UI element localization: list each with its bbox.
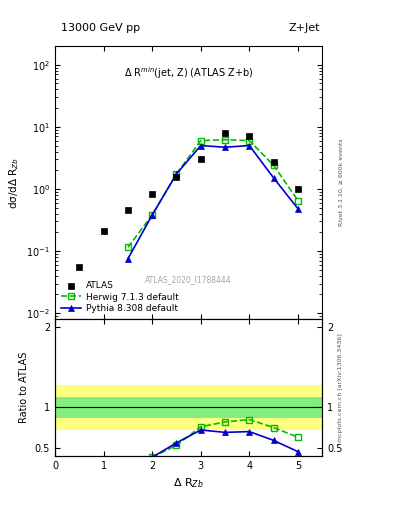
ATLAS: [76, 263, 83, 271]
Text: Rivet 3.1.10, ≥ 600k events: Rivet 3.1.10, ≥ 600k events: [338, 139, 343, 226]
Line: Herwig 7.1.3 default: Herwig 7.1.3 default: [125, 137, 301, 250]
Pythia 8.308 default: [247, 142, 252, 148]
Y-axis label: Ratio to ATLAS: Ratio to ATLAS: [19, 352, 29, 423]
Pythia 8.308 default: [125, 255, 130, 262]
Pythia 8.308 default: [174, 171, 179, 177]
Pythia 8.308 default: [198, 142, 203, 148]
Herwig 7.1.3 default: [174, 171, 179, 177]
ATLAS: [246, 133, 253, 141]
Pythia 8.308 default: [150, 212, 154, 218]
Herwig 7.1.3 default: [223, 137, 228, 143]
ATLAS: [222, 129, 228, 137]
Herwig 7.1.3 default: [150, 212, 154, 218]
Legend: ATLAS, Herwig 7.1.3 default, Pythia 8.308 default: ATLAS, Herwig 7.1.3 default, Pythia 8.30…: [59, 280, 180, 315]
Pythia 8.308 default: [271, 175, 276, 181]
Herwig 7.1.3 default: [125, 244, 130, 250]
Pythia 8.308 default: [296, 206, 300, 212]
Y-axis label: dσ/dΔ R$_{Zb}$: dσ/dΔ R$_{Zb}$: [7, 157, 21, 209]
Herwig 7.1.3 default: [271, 162, 276, 168]
X-axis label: Δ R$_{Zb}$: Δ R$_{Zb}$: [173, 476, 204, 490]
Herwig 7.1.3 default: [198, 138, 203, 144]
Herwig 7.1.3 default: [296, 198, 300, 204]
ATLAS: [173, 173, 180, 181]
ATLAS: [149, 190, 155, 198]
Line: Pythia 8.308 default: Pythia 8.308 default: [125, 142, 301, 262]
ATLAS: [198, 155, 204, 163]
Text: mcplots.cern.ch [arXiv:1306.3436]: mcplots.cern.ch [arXiv:1306.3436]: [338, 333, 343, 442]
ATLAS: [270, 158, 277, 166]
Text: ATLAS_2020_I1788444: ATLAS_2020_I1788444: [145, 274, 232, 284]
Herwig 7.1.3 default: [247, 138, 252, 144]
ATLAS: [101, 227, 107, 235]
ATLAS: [125, 206, 131, 215]
Text: Z+Jet: Z+Jet: [289, 23, 320, 33]
ATLAS: [295, 185, 301, 193]
Text: Δ R$^{min}$(jet, Z) (ATLAS Z+b): Δ R$^{min}$(jet, Z) (ATLAS Z+b): [124, 65, 253, 81]
Pythia 8.308 default: [223, 144, 228, 151]
Text: 13000 GeV pp: 13000 GeV pp: [61, 23, 140, 33]
